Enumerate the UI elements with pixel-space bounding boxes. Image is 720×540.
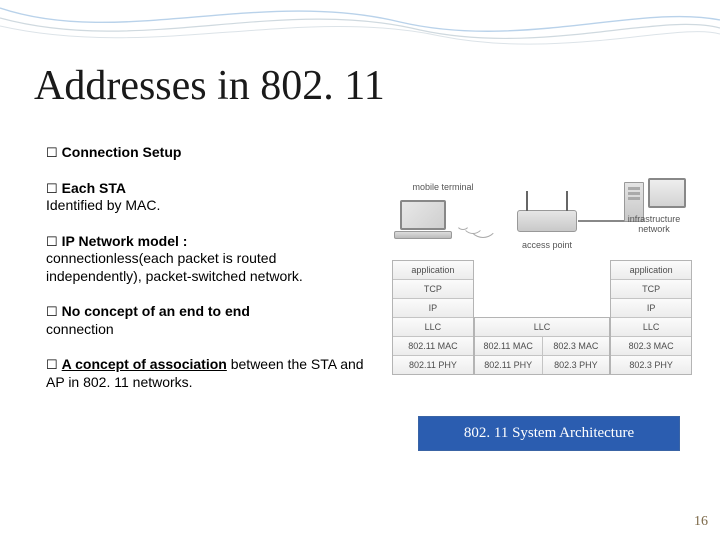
stack-cell: LLC <box>475 318 609 336</box>
stack-access-point: LLC 802.11 MAC 802.3 MAC 802.11 PHY 802.… <box>474 317 610 375</box>
stack-cell: application <box>393 261 473 279</box>
bullet-marker: ☐ <box>46 181 58 196</box>
stack-server: application TCP IP LLC 802.3 MAC 802.3 P… <box>610 260 692 375</box>
bullet-item: ☐ Connection Setup <box>46 144 366 162</box>
stack-cell: 802.3 PHY <box>611 355 691 374</box>
bullet-marker: ☐ <box>46 234 58 249</box>
diagram-caption: 802. 11 System Architecture <box>418 416 680 451</box>
access-point-icon <box>517 210 577 232</box>
stack-cell: LLC <box>393 317 473 336</box>
stack-cell: 802.3 MAC <box>542 336 610 355</box>
bullet-lead: Connection Setup <box>62 144 182 160</box>
stack-cell: 802.3 MAC <box>611 336 691 355</box>
architecture-diagram: mobile terminal access point infrastruct… <box>392 160 692 375</box>
bullet-lead: A concept of association <box>62 356 227 372</box>
stack-cell: 802.11 MAC <box>475 336 542 355</box>
server-icon <box>648 178 686 208</box>
top-flourish <box>0 0 720 48</box>
protocol-stacks: application TCP IP LLC 802.11 MAC 802.11… <box>392 260 692 375</box>
bullet-marker: ☐ <box>46 304 58 319</box>
bullet-lead: Each STA <box>62 180 126 196</box>
bullet-lead: No concept of an end to end <box>62 303 250 319</box>
label-mobile-terminal: mobile terminal <box>398 182 488 192</box>
stack-cell: 802.11 MAC <box>393 336 473 355</box>
stack-cell: 802.11 PHY <box>475 355 542 374</box>
stack-cell: 802.3 PHY <box>542 355 610 374</box>
laptop-icon <box>400 200 452 239</box>
bullet-rest: connection <box>46 321 114 337</box>
stack-mobile: application TCP IP LLC 802.11 MAC 802.11… <box>392 260 474 375</box>
label-access-point: access point <box>502 240 592 250</box>
bullet-item: ☐ No concept of an end to end connection <box>46 303 366 338</box>
bullet-lead: IP Network model : <box>62 233 188 249</box>
stack-cell: TCP <box>393 279 473 298</box>
bullet-rest: Identified by MAC. <box>46 197 160 213</box>
slide-title: Addresses in 802. 11 <box>34 62 385 110</box>
bullet-marker: ☐ <box>46 145 58 160</box>
bullet-rest: connectionless(each packet is routed ind… <box>46 250 303 284</box>
label-infrastructure: infrastructure network <box>614 214 694 234</box>
stack-cell: 802.11 PHY <box>393 355 473 374</box>
bullet-marker: ☐ <box>46 357 58 372</box>
stack-cell: IP <box>611 298 691 317</box>
stack-cell: IP <box>393 298 473 317</box>
stack-cell: application <box>611 261 691 279</box>
stack-cell: LLC <box>611 317 691 336</box>
diagram-scene: mobile terminal access point infrastruct… <box>392 160 692 260</box>
bullet-item: ☐ IP Network model : connectionless(each … <box>46 233 366 286</box>
bullet-list: ☐ Connection Setup ☐ Each STA Identified b… <box>46 144 366 409</box>
wireless-waves-icon <box>456 210 510 236</box>
stack-cell: TCP <box>611 279 691 298</box>
page-number: 16 <box>694 514 708 530</box>
bullet-item: ☐A concept of association between the ST… <box>46 356 366 391</box>
bullet-item: ☐ Each STA Identified by MAC. <box>46 180 366 215</box>
